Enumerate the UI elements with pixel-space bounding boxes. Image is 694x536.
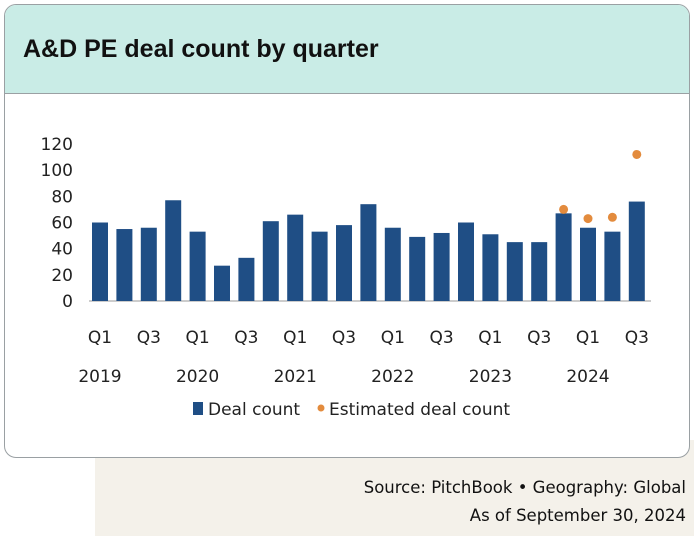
- estimate-point: [607, 212, 617, 222]
- year-label: 2020: [176, 367, 219, 387]
- estimate-point: [559, 204, 569, 214]
- y-tick-label: 60: [51, 214, 73, 234]
- bar: [140, 227, 157, 301]
- bar: [116, 229, 133, 301]
- x-tick-label: Q1: [185, 328, 209, 348]
- y-tick-label: 20: [51, 266, 73, 286]
- bar: [409, 236, 426, 301]
- bar: [628, 201, 645, 301]
- y-tick-label: 40: [51, 240, 73, 260]
- bar: [189, 231, 206, 301]
- bar: [458, 222, 474, 301]
- x-tick-label: Q1: [88, 328, 112, 348]
- chart-title: A&D PE deal count by quarter: [23, 35, 379, 63]
- bar: [360, 204, 377, 301]
- legend-swatch-estimated: [317, 404, 325, 412]
- y-tick-label: 100: [41, 161, 73, 181]
- estimate-point: [583, 214, 593, 224]
- bar: [555, 213, 572, 301]
- source-note: Source: PitchBook • Geography: Global: [363, 478, 686, 497]
- x-tick-label: Q3: [625, 328, 649, 348]
- year-label: 2021: [274, 367, 317, 387]
- year-label: 2019: [78, 367, 121, 387]
- legend-swatch-deal-count: [193, 402, 203, 415]
- legend-label-deal-count: Deal count: [208, 400, 300, 420]
- bar: [482, 234, 499, 301]
- bar: [287, 214, 304, 301]
- chart-card: A&D PE deal count by quarter 0 20 40 60 80 10…: [4, 4, 690, 458]
- bar: [262, 221, 279, 301]
- y-tick-label: 120: [41, 135, 73, 155]
- x-tick-label: Q3: [429, 328, 453, 348]
- x-tick-label: Q1: [381, 328, 405, 348]
- year-label: 2022: [371, 367, 414, 387]
- x-tick-label: Q3: [137, 328, 161, 348]
- bar: [165, 200, 182, 301]
- bar: [311, 231, 328, 301]
- x-tick-label: Q3: [332, 328, 356, 348]
- x-tick-label: Q1: [478, 328, 502, 348]
- y-tick-label: 80: [51, 187, 73, 207]
- bar: [531, 242, 548, 301]
- bar: [92, 222, 108, 301]
- x-tick-label: Q3: [527, 328, 551, 348]
- bar: [433, 232, 450, 301]
- chart-canvas: 0 20 40 60 80 100 120 Q1 Q3 Q1 Q3 Q1 Q3 Q1 Q3 Q1 Q3 Q1 Q3 2…: [41, 135, 651, 420]
- bar: [580, 227, 596, 301]
- bar: [506, 242, 523, 301]
- x-tick-label: Q1: [576, 328, 600, 348]
- year-label: 2024: [566, 367, 609, 387]
- x-tick-label: Q3: [234, 328, 258, 348]
- year-label: 2023: [469, 367, 512, 387]
- bar: [238, 257, 255, 301]
- bar: [604, 231, 621, 301]
- legend-label-estimated: Estimated deal count: [329, 400, 510, 420]
- as-of-date: As of September 30, 2024: [469, 506, 686, 525]
- estimate-point: [632, 149, 642, 159]
- x-tick-label: Q1: [283, 328, 307, 348]
- bar: [336, 225, 352, 301]
- bar: [384, 227, 401, 301]
- chart-header: A&D PE deal count by quarter: [5, 5, 689, 94]
- bar: [214, 265, 230, 301]
- y-tick-label: 0: [62, 292, 73, 312]
